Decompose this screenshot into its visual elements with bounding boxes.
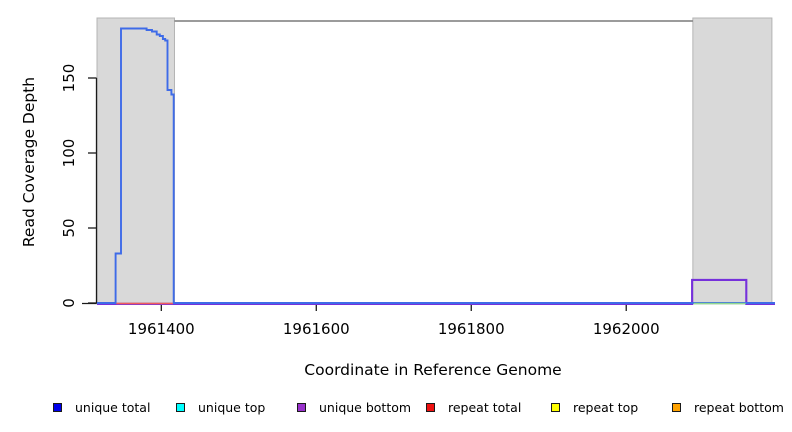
y-tick-label: 100	[60, 138, 78, 168]
y-tick-label: 150	[60, 63, 78, 93]
legend-item-unique-bottom: unique bottom	[297, 399, 412, 415]
legend-swatch-icon	[672, 402, 681, 412]
y-axis-title: Read Coverage Depth	[20, 76, 38, 248]
series-unique-bottom	[97, 278, 775, 305]
legend-label: repeat total	[448, 399, 522, 415]
x-tick-label: 1961400	[127, 320, 195, 338]
legend-label: repeat top	[573, 399, 639, 415]
legend-swatch-icon	[297, 402, 306, 412]
y-tick-label: 50	[60, 218, 78, 238]
legend-item-repeat-total: repeat total	[426, 399, 522, 415]
legend-item-unique-total: unique total	[53, 399, 151, 415]
legend-item-unique-top: unique top	[176, 399, 266, 415]
legend-label: unique bottom	[319, 399, 412, 415]
x-tick-label: 1961600	[282, 320, 350, 338]
x-tick-label: 1961800	[437, 320, 505, 338]
legend-swatch-icon	[176, 402, 185, 412]
legend-label: unique top	[198, 399, 266, 415]
x-axis-title: Coordinate in Reference Genome	[304, 361, 562, 379]
legend-swatch-icon	[53, 402, 62, 412]
legend-swatch-icon	[426, 402, 435, 412]
repeat-region-1	[96, 17, 175, 304]
series-unique-total	[97, 27, 775, 304]
y-tick-label: 0	[60, 298, 78, 308]
x-tick-label: 1962000	[592, 320, 660, 338]
repeat-region-2	[692, 17, 773, 304]
legend-item-repeat-bottom: repeat bottom	[672, 399, 784, 415]
legend-swatch-icon	[551, 402, 560, 412]
legend-item-repeat-top: repeat top	[551, 399, 639, 415]
legend-label: repeat bottom	[694, 399, 784, 415]
legend-label: unique total	[75, 399, 151, 415]
